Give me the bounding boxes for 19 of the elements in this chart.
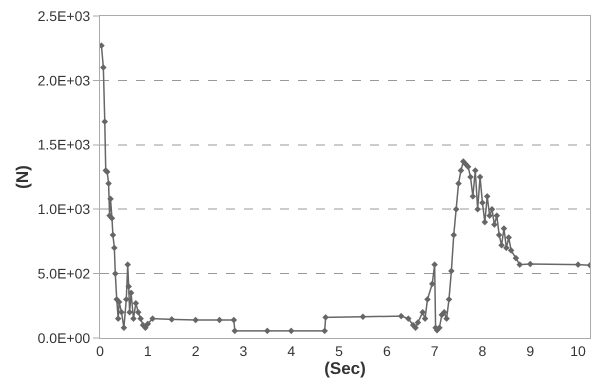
x-tick-label: 10 <box>570 342 586 359</box>
x-tick-label: 9 <box>526 342 534 359</box>
x-tick-label: 7 <box>430 342 439 359</box>
x-tick-label: 6 <box>382 342 391 359</box>
y-tick-label: 1.0E+03 <box>38 201 90 218</box>
y-tick-label: 0.0E+00 <box>38 330 90 346</box>
x-axis-title: (Sec) <box>324 358 366 378</box>
y-tick-label: 5.0E+02 <box>38 266 90 282</box>
x-tick-label: 4 <box>287 342 296 359</box>
y-axis-title: (N) <box>13 165 32 189</box>
x-tick-label: 2 <box>192 342 200 359</box>
y-tick-label: 1.5E+03 <box>38 136 90 153</box>
x-tick-label: 8 <box>478 342 487 359</box>
x-tick-label: 5 <box>335 342 344 359</box>
x-tick-label: 0 <box>96 342 104 359</box>
x-tick-label: 1 <box>144 342 152 359</box>
y-tick-label: 2.5E+03 <box>38 8 90 24</box>
x-tick-label: 3 <box>240 342 248 359</box>
y-tick-label: 2.0E+03 <box>38 72 90 88</box>
